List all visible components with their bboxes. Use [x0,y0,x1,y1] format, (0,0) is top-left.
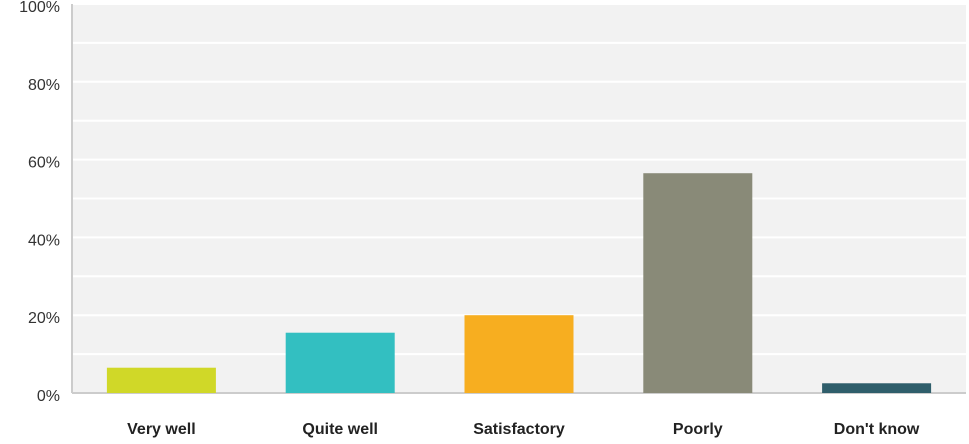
x-category-label: Poorly [673,421,723,438]
y-axis-ticks: 0% 20% 40% 60% 80% 100% [19,0,60,405]
x-category-label: Very well [127,421,196,438]
bars [106,173,932,393]
y-tick-label: 60% [28,155,60,172]
y-tick-label: 40% [28,232,60,249]
x-category-label: Don't know [834,421,920,438]
y-tick-label: 0% [37,388,60,405]
bar-don-t-know [822,383,932,393]
bar-very-well [106,367,216,393]
y-tick-label: 100% [19,0,60,16]
x-category-label: Quite well [302,421,378,438]
y-tick-label: 80% [28,77,60,94]
y-tick-label: 20% [28,310,60,327]
x-category-label: Satisfactory [473,421,565,438]
x-axis-labels: Very well Quite well Satisfactory Poorly Don… [127,421,920,438]
bar-satisfactory [464,315,574,393]
bar-poorly [643,173,753,393]
bar-quite-well [285,332,395,393]
